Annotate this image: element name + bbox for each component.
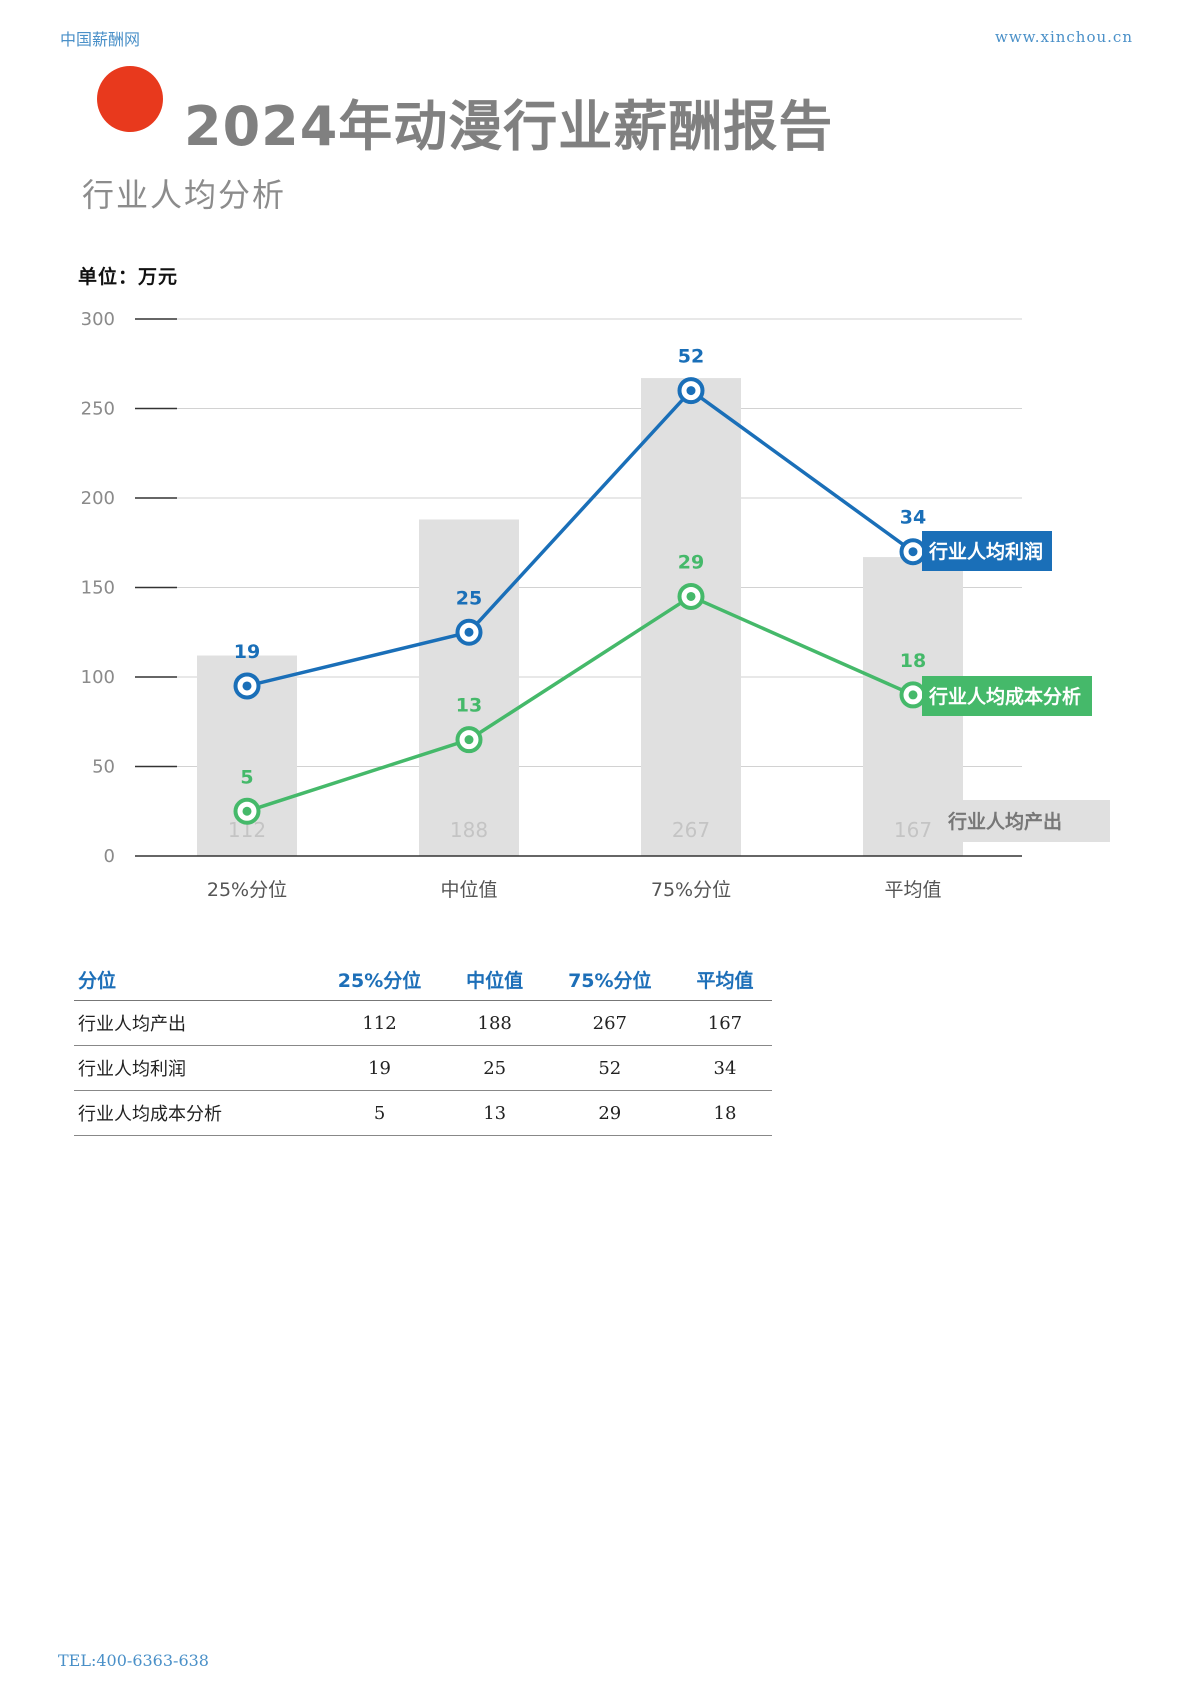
site-url[interactable]: www.xinchou.cn (994, 28, 1133, 46)
bar-value-label: 167 (894, 818, 932, 842)
table-cell: 112 (311, 1000, 448, 1046)
data-table: 分位 25%分位 中位值 75%分位 平均值 行业人均产出 112 188 26… (74, 958, 772, 1136)
table-cell: 25 (447, 1045, 542, 1091)
section-subtitle: 行业人均分析 (82, 176, 287, 214)
table-row: 行业人均成本分析 5 13 29 18 (74, 1090, 772, 1136)
bar-value-label: 188 (450, 818, 488, 842)
x-tick-label: 25%分位 (207, 879, 287, 901)
bar (419, 519, 519, 856)
table-cell: 188 (447, 1000, 542, 1046)
y-tick-label: 200 (81, 488, 115, 509)
table-row: 行业人均利润 19 25 52 34 (74, 1045, 772, 1091)
legend-box-output (940, 800, 1110, 842)
table-cell: 267 (541, 1000, 678, 1046)
title-accent-dot (97, 66, 163, 132)
table-cell: 18 (677, 1090, 772, 1136)
table-cell: 19 (311, 1045, 448, 1091)
unit-label: 单位：万元 (78, 266, 179, 288)
table-cell: 52 (541, 1045, 678, 1091)
table-header: 平均值 (677, 958, 772, 1001)
report-title: 2024年动漫行业薪酬报告 (184, 95, 834, 158)
y-tick-label: 100 (81, 667, 115, 688)
series-line (246, 388, 915, 688)
data-label: 29 (678, 551, 704, 573)
legend-box (922, 531, 1052, 571)
table-cell: 5 (311, 1090, 448, 1136)
y-tick-label: 250 (81, 399, 115, 420)
data-label: 52 (678, 346, 704, 368)
legend-label: 行业人均利润 (928, 540, 1043, 563)
table-header: 75%分位 (541, 958, 678, 1001)
y-tick-label: 150 (81, 578, 115, 599)
table-cell: 行业人均成本分析 (74, 1090, 312, 1136)
footer-tel: TEL:400-6363-638 (58, 1651, 209, 1670)
legend-label: 行业人均成本分析 (928, 685, 1081, 708)
x-tick-label: 平均值 (884, 879, 941, 901)
table-header: 25%分位 (311, 958, 448, 1001)
x-tick-label: 75%分位 (651, 879, 731, 901)
legend-label-output: 行业人均产出 (947, 810, 1062, 833)
data-point-center (686, 591, 696, 601)
table-cell: 行业人均利润 (74, 1045, 312, 1091)
bar-value-label: 267 (672, 818, 710, 842)
data-label: 18 (900, 650, 926, 672)
table-cell: 13 (447, 1090, 542, 1136)
legend-box (922, 676, 1092, 716)
y-tick-label: 50 (92, 757, 115, 778)
data-label: 13 (456, 695, 482, 717)
table-header: 中位值 (447, 958, 542, 1001)
data-point-center (242, 681, 252, 691)
table-row: 行业人均产出 112 188 267 167 (74, 1000, 772, 1046)
data-point-center (686, 386, 696, 396)
site-name: 中国薪酬网 (60, 30, 141, 49)
table-header: 分位 (74, 958, 312, 1001)
table-cell: 行业人均产出 (74, 1000, 312, 1046)
data-label: 5 (240, 766, 253, 788)
series-line (246, 594, 914, 813)
data-label: 19 (234, 641, 260, 663)
table-header-row: 分位 25%分位 中位值 75%分位 平均值 (74, 958, 772, 1001)
y-tick-label: 300 (81, 309, 115, 330)
data-point-center (908, 690, 918, 700)
x-tick-label: 中位值 (440, 879, 497, 901)
data-label: 25 (456, 587, 482, 609)
table-cell: 29 (541, 1090, 678, 1136)
y-tick-label: 0 (104, 846, 115, 867)
table-cell: 167 (677, 1000, 772, 1046)
data-point-center (464, 735, 474, 745)
data-point-center (908, 547, 918, 557)
data-point-center (242, 806, 252, 816)
data-label: 34 (900, 507, 926, 529)
table-cell: 34 (677, 1045, 772, 1091)
data-point-center (464, 627, 474, 637)
